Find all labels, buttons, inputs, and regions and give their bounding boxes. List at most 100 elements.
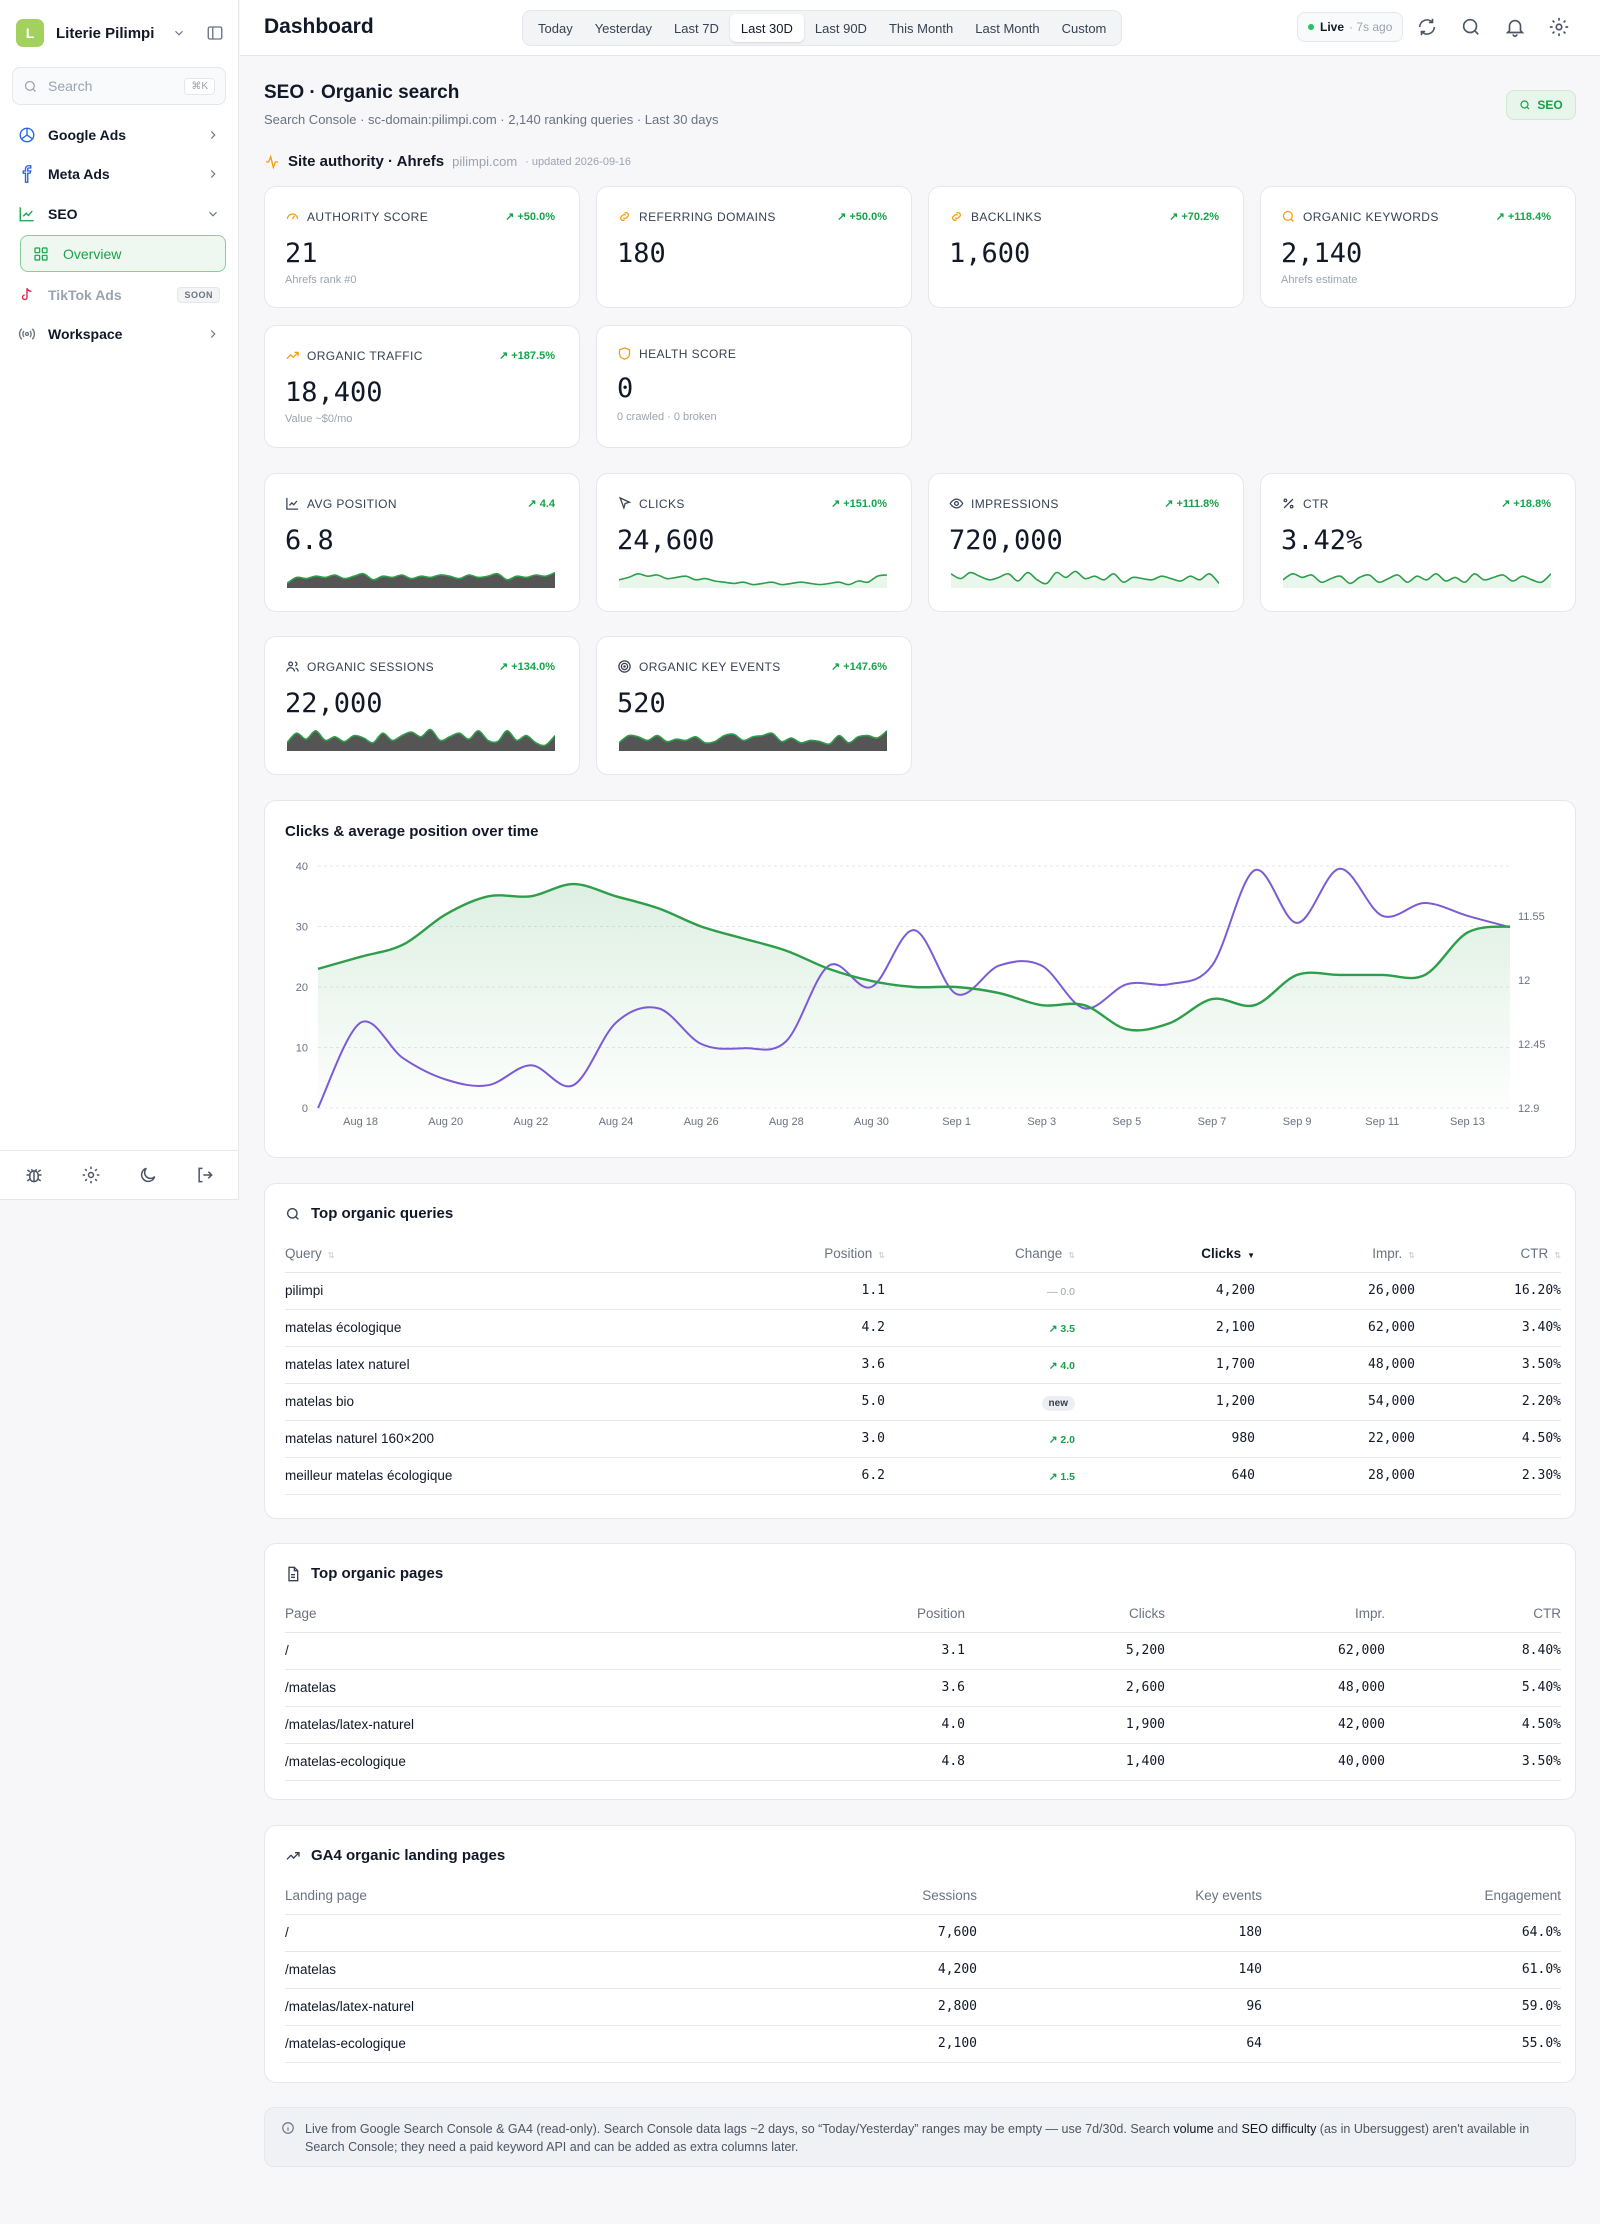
query-row[interactable]: meilleur matelas écologique 6.2 ↗ 1.5 640 28…: [285, 1457, 1561, 1495]
cell-engagement: 59.0%: [1262, 1988, 1561, 2026]
cell-impr: 28,000: [1255, 1457, 1415, 1495]
cell-change: ↗ 1.5: [885, 1457, 1075, 1495]
sidebar-item-label: TikTok Ads: [48, 287, 122, 303]
kpi-note: Value ~$0/mo: [285, 413, 353, 425]
x-tick-label: Aug 20: [428, 1116, 463, 1128]
gear-icon[interactable]: [81, 1165, 101, 1185]
kpi-delta: ↗ +134.0%: [498, 661, 555, 673]
sort-icon: ⇅: [1554, 1251, 1561, 1261]
kpi-card-impressions: IMPRESSIONS ↗ +111.8% 720,000: [928, 473, 1244, 612]
workspace-switcher[interactable]: L Literie Pilimpi: [16, 19, 224, 47]
change-indicator: ↗ 1.5: [1048, 1471, 1075, 1483]
landing-row[interactable]: /matelas-ecologique 2,100 64 55.0%: [285, 2025, 1561, 2063]
col-header-query[interactable]: Query ⇅: [285, 1236, 665, 1273]
y-tick-label-left: 20: [296, 982, 308, 994]
range-today[interactable]: Today: [538, 20, 573, 36]
page-row[interactable]: /matelas 3.6 2,600 48,000 5.40%: [285, 1669, 1561, 1707]
chevron-right-icon: [210, 131, 216, 139]
trend-icon: [286, 1851, 300, 1860]
cell-events: 96: [977, 1988, 1262, 2026]
col-header-position[interactable]: Position ⇅: [665, 1236, 885, 1273]
live-dot: [1308, 24, 1314, 30]
gear-icon[interactable]: [1548, 16, 1570, 38]
cell-page: /matelas: [285, 1951, 725, 1989]
eye-icon: [949, 498, 964, 509]
key-events-sparkline: [619, 730, 887, 751]
cell-clicks: 5,200: [965, 1632, 1165, 1670]
col-header-impr[interactable]: Impr. ⇅: [1255, 1236, 1415, 1273]
col-header-sessions[interactable]: Sessions: [725, 1878, 977, 1915]
sparkline-area: [1283, 573, 1551, 588]
sidebar-item-label: SEO: [48, 206, 78, 222]
range-yesterday[interactable]: Yesterday: [594, 20, 653, 36]
bell-icon[interactable]: [1504, 16, 1526, 38]
col-header-ctr[interactable]: CTR ⇅: [1415, 1236, 1561, 1273]
query-row[interactable]: matelas bio 5.0 new 1,200 54,000 2.20%: [285, 1383, 1561, 1421]
footnote-emph: volume: [1173, 2122, 1214, 2136]
cell-events: 140: [977, 1951, 1262, 1989]
query-row[interactable]: matelas latex naturel 3.6 ↗ 4.0 1,700 48,000…: [285, 1346, 1561, 1384]
query-row[interactable]: matelas naturel 160×200 3.0 ↗ 2.0 980 22,000…: [285, 1420, 1561, 1458]
authority-title: Site authority · Ahrefs: [288, 153, 445, 170]
range-last-7d[interactable]: Last 7D: [674, 20, 719, 36]
kpi-delta: ↗ +111.8%: [1164, 498, 1219, 510]
query-row[interactable]: pilimpi 1.1 — 0.0 4,200 26,000 16.20%: [285, 1272, 1561, 1310]
range-last-90d[interactable]: Last 90D: [814, 20, 867, 36]
kpi-delta: ↗ +18.8%: [1501, 498, 1551, 510]
col-header-page[interactable]: Page: [285, 1596, 725, 1633]
sidebar-search[interactable]: Search ⌘K: [12, 67, 226, 105]
logout-icon[interactable]: [195, 1165, 215, 1185]
page-row[interactable]: /3.1 5,200 62,000 8.40%: [285, 1632, 1561, 1670]
impressions-sparkline: [951, 570, 1219, 588]
cell-engagement: 55.0%: [1262, 2025, 1561, 2063]
cell-events: 64: [977, 2025, 1262, 2063]
cell-events: 180: [977, 1914, 1262, 1952]
col-header-change[interactable]: Change ⇅: [885, 1236, 1075, 1273]
kpi-card-organic-sessions: ORGANIC SESSIONS ↗ +134.0% 22,000: [264, 636, 580, 775]
col-header-clicks[interactable]: Clicks: [965, 1596, 1165, 1633]
col-header-landing-page[interactable]: Landing page: [285, 1878, 725, 1915]
clicks-position-chart: 0 10 20 30 40 11.55 12 12.45 12.9 Aug 18 Aug 20 Aug…: [296, 861, 1546, 1128]
col-header-engagement[interactable]: Engagement: [1262, 1878, 1561, 1915]
cell-sessions: 2,800: [725, 1988, 977, 2026]
page-row[interactable]: /matelas/latex-naturel 4.0 1,900 42,000 4.50…: [285, 1706, 1561, 1744]
range-last-month[interactable]: Last Month: [975, 20, 1040, 36]
landing-row[interactable]: /matelas/latex-naturel 2,800 96 59.0%: [285, 1988, 1561, 2026]
cell-impr: 48,000: [1165, 1669, 1385, 1707]
cell-clicks: 1,900: [965, 1706, 1165, 1744]
landing-row[interactable]: /matelas 4,200 140 61.0%: [285, 1951, 1561, 1989]
page-row[interactable]: /matelas-ecologique 4.8 1,400 40,000 3.50%: [285, 1743, 1561, 1781]
kpi-card-organic-key-events: ORGANIC KEY EVENTS ↗ +147.6% 520: [596, 636, 912, 775]
col-header-position[interactable]: Position: [725, 1596, 965, 1633]
sidebar-item-meta-ads[interactable]: Meta Ads: [12, 159, 226, 189]
range-last-30d[interactable]: Last 30D: [729, 14, 804, 42]
range-custom[interactable]: Custom: [1061, 20, 1107, 36]
col-header-label: Impr.: [1372, 1246, 1403, 1262]
range-this-month[interactable]: This Month: [888, 20, 954, 36]
bug-icon[interactable]: [24, 1165, 44, 1185]
broadcast-icon: [18, 328, 36, 340]
sidebar-item-overview[interactable]: Overview: [20, 235, 226, 272]
sidebar-item-tiktok-ads[interactable]: TikTok Ads SOON: [12, 280, 226, 310]
col-header-ctr[interactable]: CTR: [1385, 1596, 1561, 1633]
moon-icon[interactable]: [138, 1165, 158, 1185]
search-icon[interactable]: [1460, 16, 1482, 38]
sidebar-item-workspace[interactable]: Workspace: [12, 319, 226, 349]
sidebar-item-seo[interactable]: SEO: [12, 199, 226, 229]
x-tick-label: Aug 30: [854, 1116, 889, 1128]
col-header-key-events[interactable]: Key events: [977, 1878, 1262, 1915]
landing-row[interactable]: /7,600 180 64.0%: [285, 1914, 1561, 1952]
cell-ctr: 5.40%: [1385, 1669, 1561, 1707]
sparkline-area: [951, 571, 1219, 588]
sidebar-item-google-ads[interactable]: Google Ads: [12, 120, 226, 150]
cell-query: matelas écologique: [285, 1309, 665, 1347]
sidebar-toggle-icon[interactable]: [206, 24, 224, 42]
chevron-right-icon: [210, 170, 216, 178]
kpi-value: 18,400: [285, 377, 383, 408]
col-header-impr[interactable]: Impr.: [1165, 1596, 1385, 1633]
cell-query: meilleur matelas écologique: [285, 1457, 665, 1495]
col-header-clicks[interactable]: Clicks ▼: [1075, 1236, 1255, 1273]
cell-ctr: 16.20%: [1415, 1272, 1561, 1310]
query-row[interactable]: matelas écologique 4.2 ↗ 3.5 2,100 62,000 3.4…: [285, 1309, 1561, 1347]
refresh-icon[interactable]: [1416, 16, 1438, 38]
